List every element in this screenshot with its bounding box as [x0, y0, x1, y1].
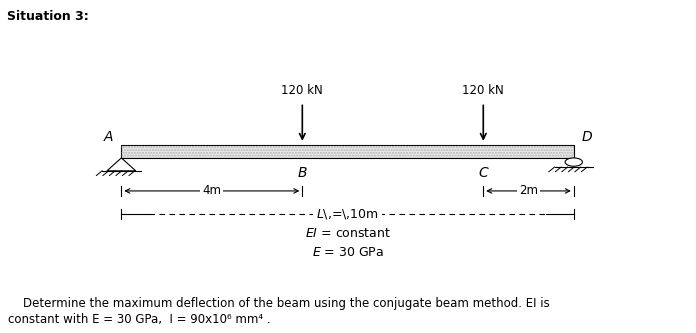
- Text: constant with E = 30 GPa,  I = 90x10⁶ mm⁴ .: constant with E = 30 GPa, I = 90x10⁶ mm⁴…: [8, 313, 271, 326]
- Text: B: B: [298, 166, 307, 180]
- Text: Determine the maximum deflection of the beam using the conjugate beam method. EI: Determine the maximum deflection of the …: [8, 297, 550, 310]
- Text: 4m: 4m: [203, 184, 221, 197]
- Text: $\mathit{E}$ = 30 GPa: $\mathit{E}$ = 30 GPa: [312, 245, 383, 258]
- Text: A: A: [104, 130, 113, 144]
- Text: Situation 3:: Situation 3:: [7, 10, 88, 23]
- Circle shape: [565, 158, 583, 166]
- Text: D: D: [582, 130, 592, 144]
- Bar: [121, 146, 574, 158]
- Polygon shape: [107, 158, 136, 171]
- Text: 120 kN: 120 kN: [281, 85, 323, 98]
- Bar: [121, 146, 574, 158]
- Text: C: C: [478, 166, 488, 180]
- Text: 2m: 2m: [519, 184, 538, 197]
- Text: $\mathit{L}$\,=\,10m: $\mathit{L}$\,=\,10m: [316, 207, 379, 221]
- Text: 120 kN: 120 kN: [462, 85, 504, 98]
- Text: $\mathit{EI}$ = constant: $\mathit{EI}$ = constant: [305, 227, 390, 240]
